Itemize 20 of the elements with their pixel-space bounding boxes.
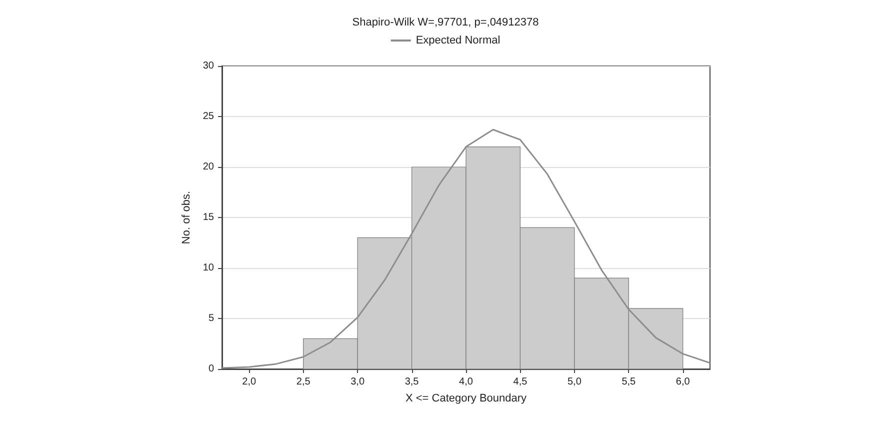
x-tick-label: 4,0 [459, 376, 474, 388]
y-tick-label: 0 [208, 364, 214, 374]
x-tick-label: 3,0 [350, 376, 365, 388]
y-tick-label: 25 [202, 111, 214, 122]
x-tick-label: 2,5 [296, 376, 311, 388]
x-axis-title: X <= Category Boundary [405, 392, 528, 404]
chart-title: Shapiro-Wilk W=,97701, p=,04912378 [352, 16, 539, 28]
y-tick-label: 20 [202, 162, 214, 172]
x-tick-label: 3,5 [404, 376, 420, 388]
y-axis-title: No. of obs. [180, 190, 192, 244]
y-tick-label: 10 [202, 262, 214, 274]
x-tick-label: 4,5 [513, 376, 528, 388]
x-tick-label: 6,0 [676, 376, 690, 388]
x-tick-label: 2,0 [242, 376, 256, 388]
x-tick-label: 5,5 [622, 376, 636, 388]
legend-label: Expected Normal [416, 34, 500, 46]
y-tick-label: 15 [202, 212, 214, 223]
x-tick-label: 5,0 [567, 376, 582, 388]
y-tick-label: 5 [208, 313, 214, 324]
y-tick-label: 30 [202, 60, 214, 72]
